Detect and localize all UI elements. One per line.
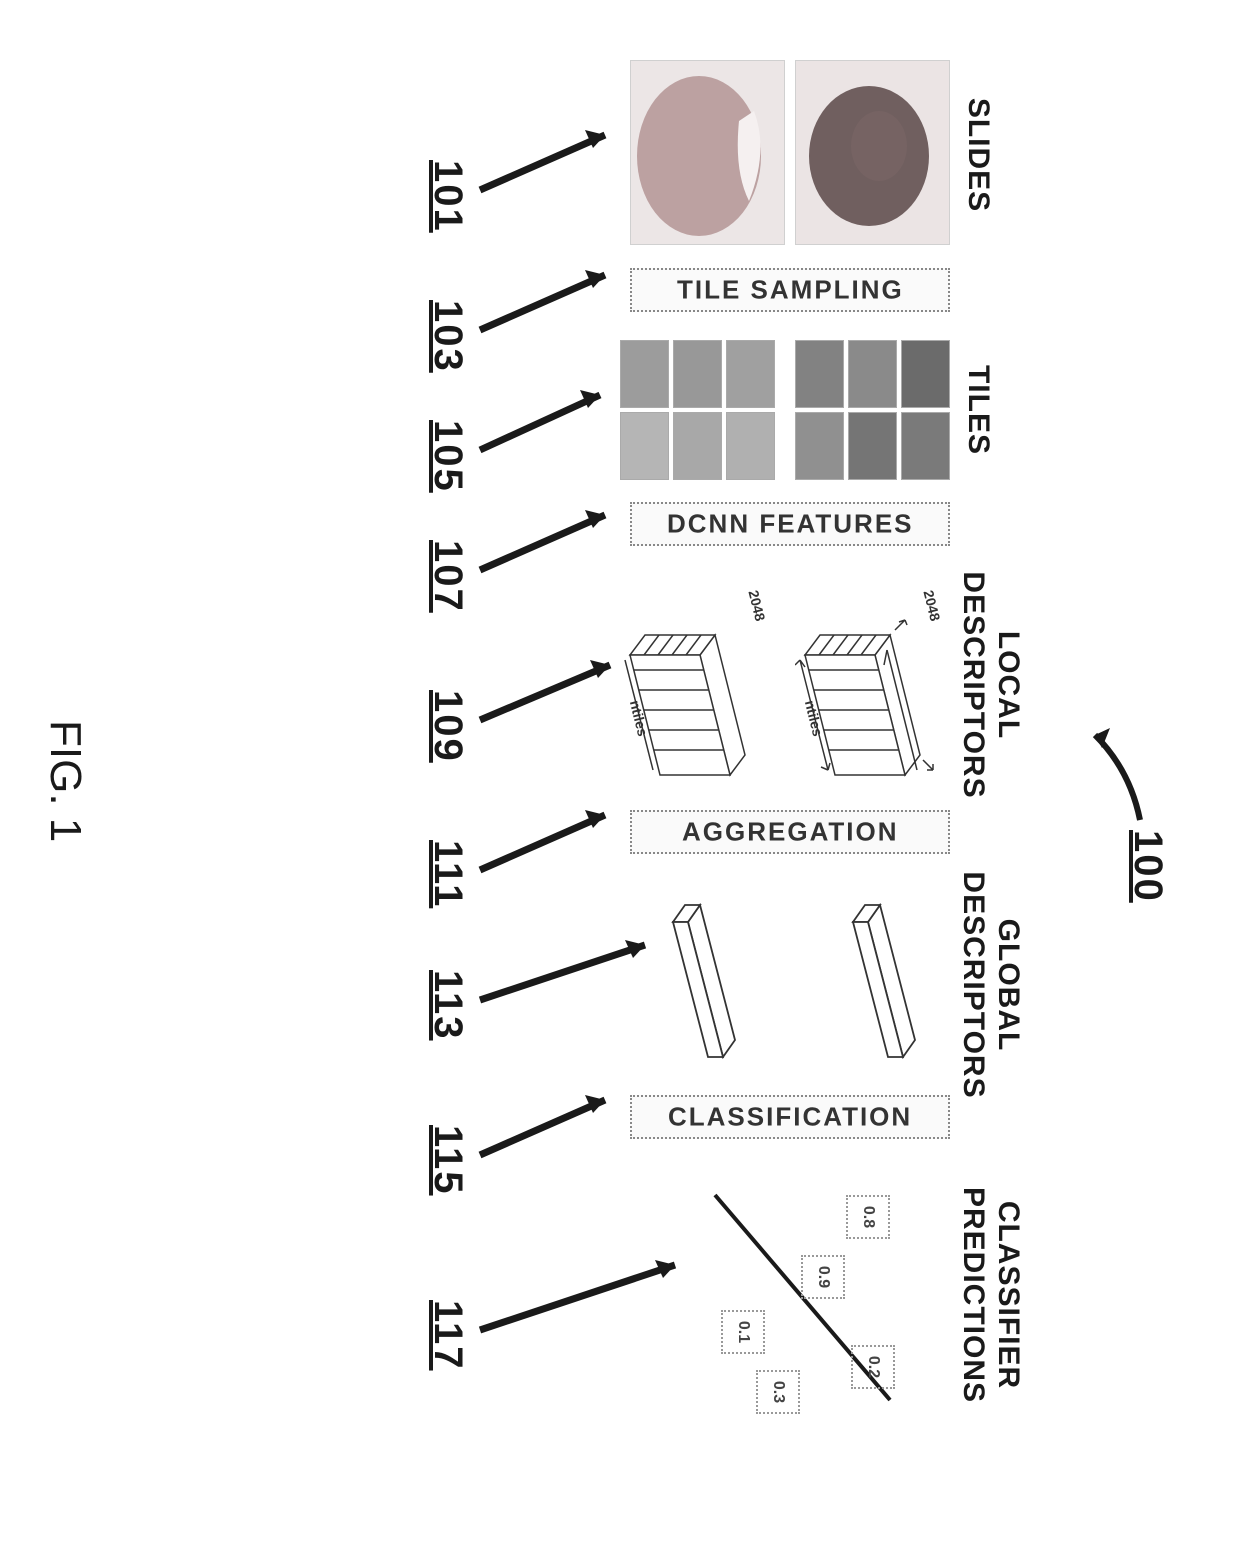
header-slides: SLIDES [961, 75, 995, 235]
stage-tile-sampling: TILE SAMPLING [630, 268, 950, 312]
ref-arrow [470, 500, 615, 590]
ref-arrow [470, 930, 655, 1020]
prediction-box: 0.3 [756, 1370, 800, 1414]
tile-grid-bottom [620, 340, 775, 480]
ref-global: 113 [425, 970, 470, 1041]
ref-arrow [470, 260, 615, 350]
stage-aggregation: AGGREGATION [630, 810, 950, 854]
ref-arrow [470, 380, 610, 470]
local-cube-top [795, 575, 945, 790]
stage-dcnn: DCNN FEATURES [630, 502, 950, 546]
ref-predictions: 117 [425, 1300, 470, 1371]
ref-arrow [470, 120, 615, 210]
slide-image-bottom [630, 60, 785, 245]
ref-local: 109 [425, 690, 470, 763]
prediction-box: 0.1 [721, 1310, 765, 1354]
tile-grid-top [795, 340, 950, 480]
ref-tile-sampling: 103 [425, 300, 470, 373]
ref-arrow [470, 650, 620, 740]
ref-tiles: 105 [425, 420, 470, 493]
ref-arrow [470, 800, 615, 890]
header-global: GLOBAL DESCRIPTORS [956, 870, 1025, 1100]
diagram-arrow [1080, 720, 1150, 830]
ref-arrow [470, 1250, 685, 1350]
ref-slides: 101 [425, 160, 470, 233]
stage-classification: CLASSIFICATION [630, 1095, 950, 1139]
prediction-box: 0.8 [846, 1195, 890, 1239]
ref-classification: 115 [425, 1125, 470, 1196]
ref-arrow [470, 1085, 615, 1175]
diagram-number: 100 [1125, 830, 1170, 903]
ref-aggregation: 111 [425, 840, 470, 908]
figure-label: FIG. 1 [40, 720, 90, 842]
slide-image-top [795, 60, 950, 245]
prediction-box: 0.2 [851, 1345, 895, 1389]
prediction-box: 0.9 [801, 1255, 845, 1299]
ref-dcnn: 107 [425, 540, 470, 613]
header-local: LOCAL DESCRIPTORS [956, 570, 1025, 800]
global-bar-bottom [660, 885, 750, 1075]
global-bar-top [840, 885, 930, 1075]
local-cube-bottom [620, 575, 770, 790]
header-tiles: TILES [961, 340, 995, 480]
header-predictions: CLASSIFIER PREDICTIONS [956, 1165, 1025, 1425]
